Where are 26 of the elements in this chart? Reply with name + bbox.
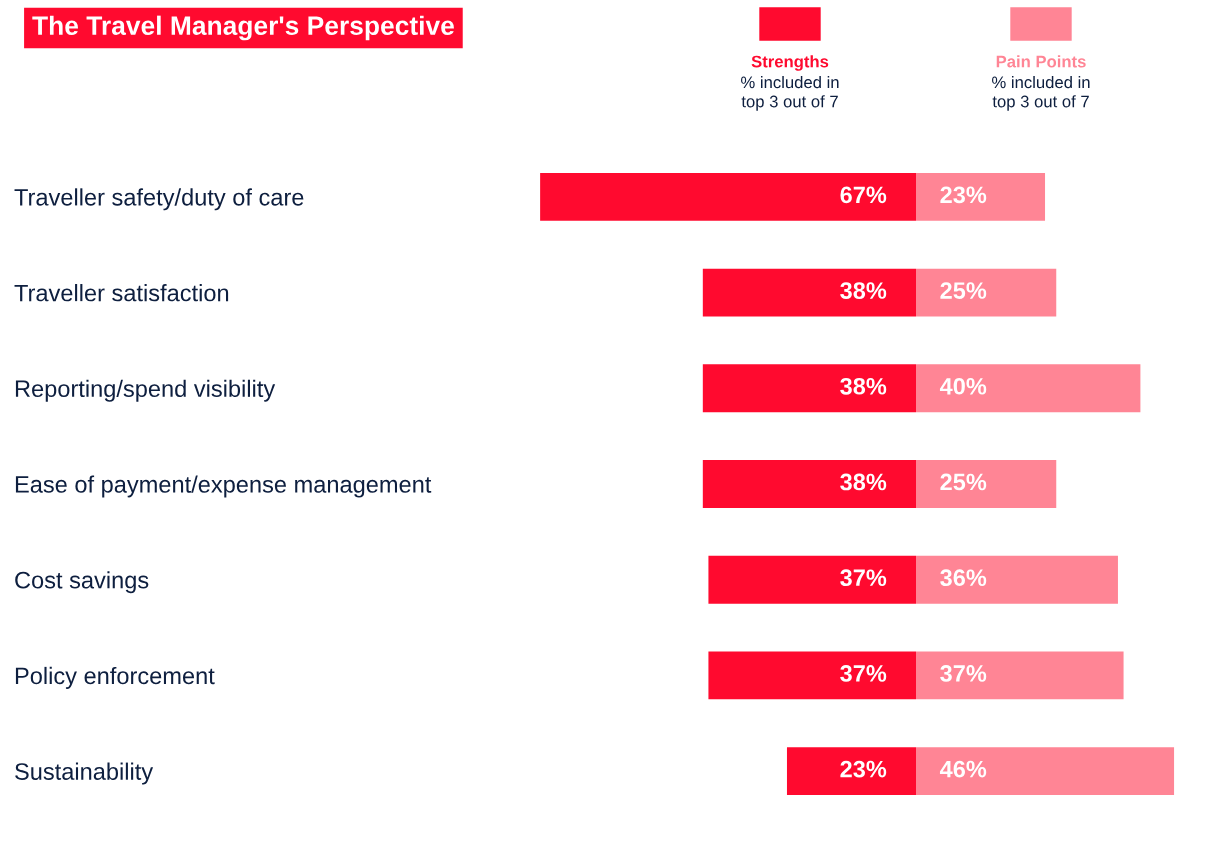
data-label: 25%	[940, 282, 987, 299]
legend-label: Strengths	[751, 55, 829, 71]
data-label: 46%	[939, 760, 987, 778]
data-label: 38%	[840, 282, 887, 299]
y-tick-label: Traveller satisfaction	[14, 284, 229, 302]
data-label: 25%	[940, 473, 987, 491]
y-tick-label: Reporting/spend visibility	[15, 379, 276, 402]
text: The Travel Manager's Perspective	[32, 15, 454, 41]
text: % included in top 3 out of 7	[992, 76, 1090, 111]
data-label: 23%	[940, 186, 987, 204]
data-label: 38%	[840, 377, 887, 395]
y-tick-label: Policy enforcement	[15, 666, 215, 689]
text: % included in top 3 out of 7	[741, 76, 839, 111]
data-label: 40%	[939, 377, 987, 395]
data-label: 67%	[840, 186, 887, 204]
data-label: 36%	[940, 569, 987, 587]
data-label: 37%	[840, 665, 887, 682]
data-label: 38%	[840, 473, 887, 491]
legend-label: Pain Points	[996, 55, 1086, 68]
data-label: 23%	[840, 760, 887, 778]
data-label: 37%	[840, 569, 887, 587]
y-tick-label: Sustainability	[15, 762, 154, 785]
y-tick-label: Cost savings	[15, 571, 149, 594]
data-label: 37%	[940, 665, 987, 682]
y-tick-label: Traveller safety/duty of care	[14, 188, 304, 211]
y-tick-label: Ease of payment/expense management	[15, 475, 432, 498]
